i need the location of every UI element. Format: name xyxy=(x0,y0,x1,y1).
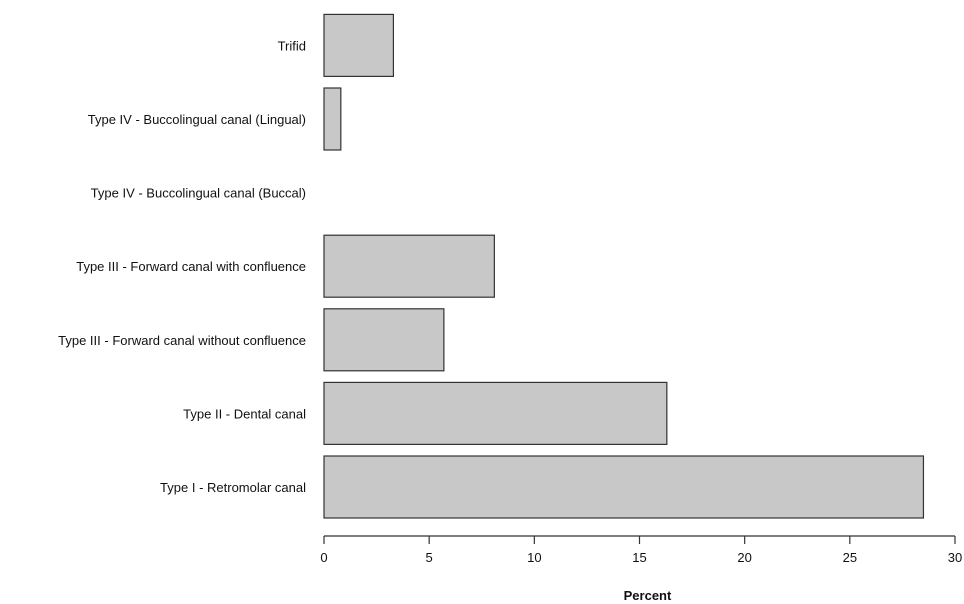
category-label-6: Type IV - Buccolingual canal (Lingual) xyxy=(88,112,306,127)
bar-1 xyxy=(323,455,925,519)
x-axis: 0 5 10 15 20 25 30 xyxy=(320,535,962,565)
bar-4 xyxy=(323,234,495,298)
x-axis-title: Percent xyxy=(624,588,672,603)
category-labels: Type I - Retromolar canal Type II - Denta… xyxy=(58,38,306,495)
bar-3 xyxy=(323,308,445,372)
bars-group xyxy=(323,13,925,519)
category-label-5: Type IV - Buccolingual canal (Buccal) xyxy=(91,186,306,201)
category-label-7: Trifid xyxy=(278,38,306,53)
bar-7 xyxy=(323,13,395,77)
x-tick-label-0: 0 xyxy=(320,550,327,565)
x-tick-label-2: 10 xyxy=(527,550,541,565)
x-tick-label-1: 5 xyxy=(426,550,433,565)
x-tick-label-6: 30 xyxy=(948,550,962,565)
x-tick-label-3: 15 xyxy=(632,550,646,565)
x-tick-label-4: 20 xyxy=(737,550,751,565)
category-label-4: Type III - Forward canal with confluence xyxy=(76,259,306,274)
bar-6 xyxy=(323,87,342,151)
category-label-1: Type I - Retromolar canal xyxy=(160,480,306,495)
category-label-3: Type III - Forward canal without conflue… xyxy=(58,333,306,348)
bar-2 xyxy=(323,381,668,445)
category-label-2: Type II - Dental canal xyxy=(183,406,306,421)
x-tick-label-5: 25 xyxy=(843,550,857,565)
